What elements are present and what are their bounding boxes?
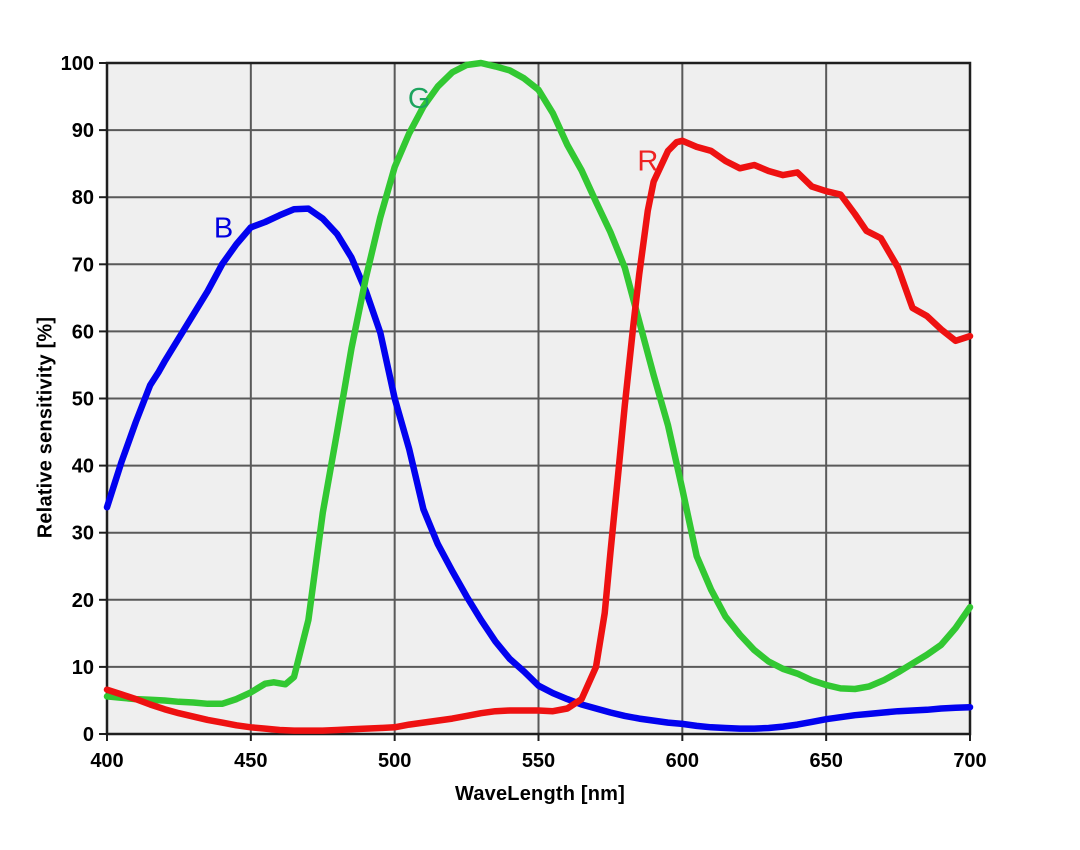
y-tick-label-0: 0: [83, 724, 94, 746]
x-tick-label-700: 700: [953, 750, 986, 772]
y-tick-label-70: 70: [72, 254, 94, 276]
x-tick-label-650: 650: [809, 750, 842, 772]
series-R-label: R: [637, 145, 658, 177]
series-G-label: G: [408, 83, 431, 115]
x-tick-label-600: 600: [666, 750, 699, 772]
series-B-line: [103, 205, 974, 732]
x-axis-title: WaveLength [nm]: [454, 783, 626, 805]
series-G-line: [103, 59, 974, 708]
y-tick-label-20: 20: [72, 590, 94, 612]
y-tick-label-100: 100: [61, 53, 94, 75]
x-tick-label-550: 550: [522, 750, 555, 772]
y-tick-label-80: 80: [72, 187, 94, 209]
y-tick-label-60: 60: [72, 321, 94, 343]
y-tick-label-30: 30: [72, 523, 94, 545]
x-tick-label-500: 500: [378, 750, 411, 772]
x-tick-label-450: 450: [234, 750, 267, 772]
y-axis-title: Relative sensitivity [%]: [34, 316, 57, 539]
series-R-line: [103, 137, 974, 734]
x-tick-label-400: 400: [90, 750, 123, 772]
y-tick-label-90: 90: [72, 120, 94, 142]
y-tick-label-50: 50: [72, 389, 94, 411]
plot-frame: [105, 61, 972, 736]
y-tick-label-10: 10: [72, 657, 94, 679]
series-B-label: B: [214, 212, 233, 244]
y-tick-label-40: 40: [72, 456, 94, 478]
